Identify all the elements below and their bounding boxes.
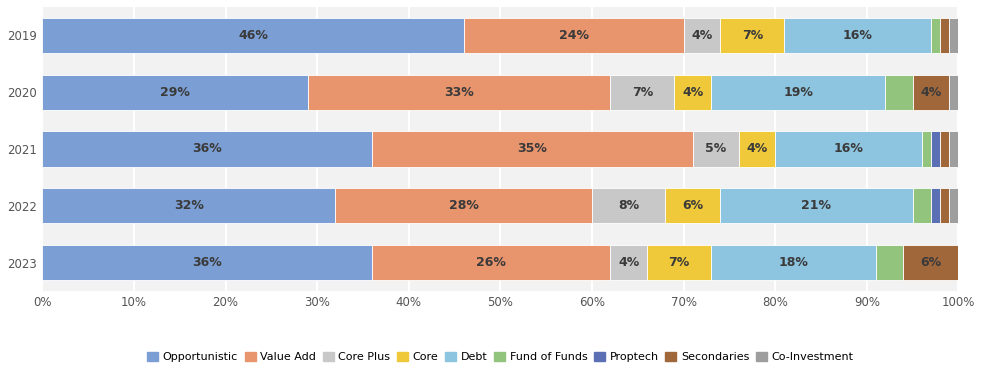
Bar bbox=[940, 18, 950, 53]
Bar bbox=[950, 131, 958, 167]
Bar bbox=[785, 18, 931, 53]
Bar bbox=[940, 188, 950, 223]
Text: 5%: 5% bbox=[705, 142, 727, 156]
Bar bbox=[876, 245, 903, 280]
Text: 19%: 19% bbox=[783, 86, 813, 98]
Bar bbox=[610, 245, 647, 280]
Text: 4%: 4% bbox=[920, 86, 942, 98]
Bar bbox=[675, 75, 711, 110]
Text: 8%: 8% bbox=[618, 199, 639, 212]
Bar bbox=[922, 131, 931, 167]
Bar bbox=[775, 131, 922, 167]
Text: 32%: 32% bbox=[174, 199, 204, 212]
Text: 46%: 46% bbox=[238, 29, 268, 42]
Text: 21%: 21% bbox=[801, 199, 832, 212]
Text: 18%: 18% bbox=[779, 256, 808, 269]
Text: 24%: 24% bbox=[559, 29, 588, 42]
Text: 7%: 7% bbox=[741, 29, 763, 42]
Bar bbox=[912, 188, 931, 223]
Text: 35%: 35% bbox=[518, 142, 547, 156]
Bar bbox=[912, 75, 950, 110]
Bar bbox=[372, 131, 692, 167]
Bar bbox=[931, 188, 940, 223]
Text: 4%: 4% bbox=[682, 86, 703, 98]
Bar bbox=[42, 131, 372, 167]
Text: 29%: 29% bbox=[160, 86, 191, 98]
Text: 6%: 6% bbox=[920, 256, 942, 269]
Text: 36%: 36% bbox=[192, 142, 222, 156]
Bar bbox=[940, 131, 950, 167]
Bar bbox=[720, 188, 912, 223]
Bar bbox=[464, 18, 683, 53]
Text: 6%: 6% bbox=[682, 199, 703, 212]
Bar bbox=[42, 18, 464, 53]
Text: 4%: 4% bbox=[691, 29, 713, 42]
Bar bbox=[738, 131, 775, 167]
Text: 33%: 33% bbox=[444, 86, 474, 98]
Bar bbox=[592, 188, 665, 223]
Bar bbox=[950, 75, 958, 110]
Bar bbox=[683, 18, 720, 53]
Text: 16%: 16% bbox=[843, 29, 873, 42]
Bar bbox=[711, 245, 876, 280]
Text: 7%: 7% bbox=[669, 256, 689, 269]
Bar bbox=[336, 188, 592, 223]
Text: 4%: 4% bbox=[746, 142, 768, 156]
Text: 7%: 7% bbox=[631, 86, 653, 98]
Bar bbox=[885, 75, 912, 110]
Bar bbox=[950, 188, 958, 223]
Text: 28%: 28% bbox=[449, 199, 478, 212]
Bar bbox=[931, 131, 940, 167]
Bar bbox=[42, 188, 336, 223]
Bar bbox=[42, 245, 372, 280]
Text: 36%: 36% bbox=[192, 256, 222, 269]
Bar bbox=[647, 245, 711, 280]
Text: 4%: 4% bbox=[618, 256, 639, 269]
Bar bbox=[720, 18, 785, 53]
Bar bbox=[931, 18, 940, 53]
Bar bbox=[692, 131, 738, 167]
Bar bbox=[903, 245, 958, 280]
Legend: Opportunistic, Value Add, Core Plus, Core, Debt, Fund of Funds, Proptech, Second: Opportunistic, Value Add, Core Plus, Cor… bbox=[142, 348, 858, 367]
Bar bbox=[308, 75, 610, 110]
Bar bbox=[711, 75, 885, 110]
Bar bbox=[665, 188, 720, 223]
Bar bbox=[610, 75, 675, 110]
Bar bbox=[950, 18, 958, 53]
Text: 16%: 16% bbox=[834, 142, 863, 156]
Bar bbox=[42, 75, 308, 110]
Bar bbox=[372, 245, 610, 280]
Text: 26%: 26% bbox=[476, 256, 506, 269]
